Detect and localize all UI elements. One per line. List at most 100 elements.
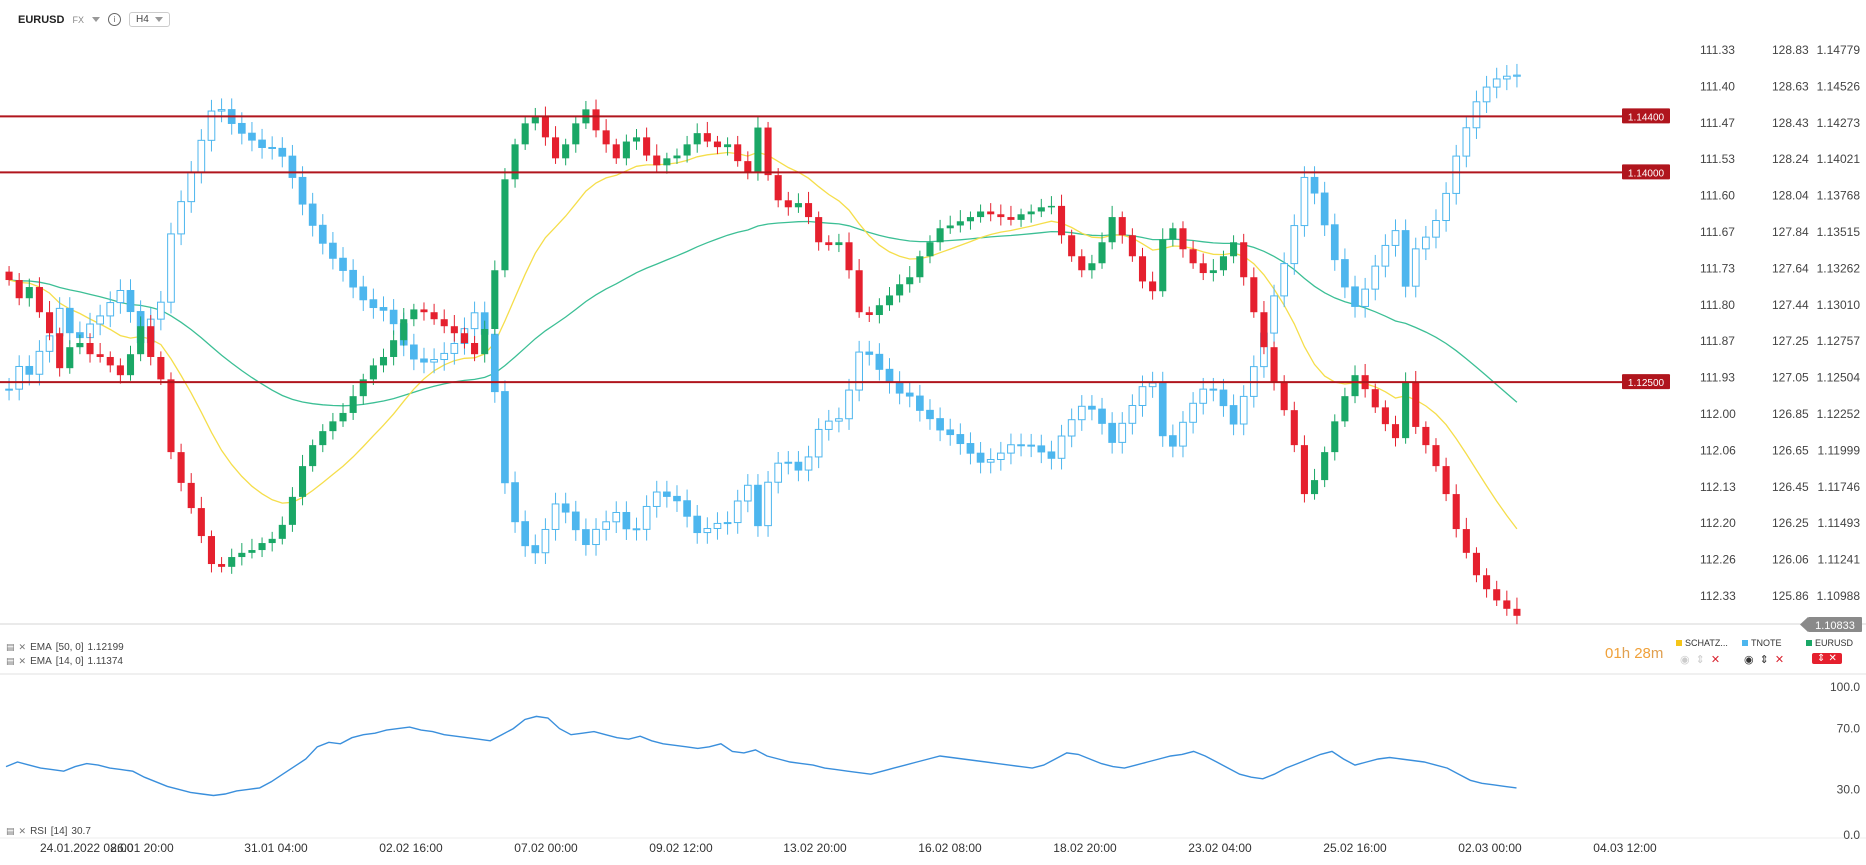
compare-tnote[interactable]: TNOTE: [1742, 638, 1782, 648]
tnote-bar: [936, 418, 944, 431]
candle-body: [977, 211, 985, 218]
candle-body: [1381, 407, 1389, 425]
tnote-bar: [237, 122, 246, 134]
close-icon[interactable]: ✕: [18, 826, 27, 837]
candle-body: [228, 557, 236, 567]
candle-body: [1402, 382, 1410, 439]
candle-body: [804, 203, 813, 218]
reorder-icon[interactable]: ⇕ ✕: [1812, 653, 1842, 664]
candle-body: [622, 141, 630, 159]
candle-body: [1068, 235, 1076, 257]
candle-body: [420, 309, 428, 313]
settings-icon[interactable]: ▤: [6, 826, 15, 837]
candle-body: [45, 312, 54, 334]
candle-body: [1027, 211, 1035, 215]
candle-body: [501, 179, 509, 271]
tnote-bar: [632, 528, 641, 531]
candle-body: [1189, 249, 1197, 264]
tnote-bar: [652, 491, 661, 507]
horizontal-levels: 1.14400 1.14000 1.12500: [0, 108, 1670, 390]
compare-eurusd[interactable]: EURUSD: [1806, 638, 1853, 648]
chevron-down-icon[interactable]: [91, 17, 100, 22]
tnote-bar: [946, 429, 955, 436]
tnote-bar: [1442, 192, 1450, 222]
close-icon[interactable]: ✕: [1710, 653, 1721, 666]
schatz-tick: 111.73: [1700, 261, 1735, 275]
reorder-icon[interactable]: ⇕: [1695, 653, 1705, 666]
rsi-tick: 70.0: [1837, 722, 1861, 736]
candle-body: [430, 312, 438, 320]
ema14-legend[interactable]: ▤ ✕ EMA [14, 0] 1.11374: [6, 656, 123, 667]
rsi-panel: 100.0 70.0 30.0 0.0: [5, 680, 1861, 842]
eye-icon[interactable]: ◉: [1744, 653, 1754, 666]
candle-body: [997, 214, 1005, 218]
tnote-bar: [35, 350, 44, 375]
tnote-bar: [379, 307, 388, 311]
candle-body: [359, 379, 367, 397]
countdown-hours: 01: [1605, 645, 1622, 662]
level-label-bg: [1622, 108, 1670, 124]
tnote-bar: [622, 511, 631, 530]
candle-body: [632, 137, 641, 142]
tnote-bar: [1502, 75, 1511, 80]
tnote-tick: 125.86: [1772, 589, 1809, 603]
eurusd-color-swatch: [1806, 640, 1812, 646]
candle-body: [1351, 375, 1359, 397]
candle-body: [268, 538, 276, 544]
ema50-legend[interactable]: ▤ ✕ EMA [50, 0] 1.12199: [6, 642, 124, 653]
tnote-bar: [389, 309, 398, 325]
tnote-tick: 128.24: [1772, 152, 1809, 166]
candle-body: [167, 379, 175, 453]
candle-body: [825, 242, 833, 246]
tnote-bar: [1280, 263, 1289, 297]
level-label: 1.14000: [1628, 168, 1665, 179]
time-tick: 23.02 04:00: [1188, 841, 1252, 855]
tnote-bar: [996, 452, 1005, 460]
tnote-tick: 127.44: [1772, 298, 1809, 312]
tnote-bar: [106, 302, 115, 317]
compare-schatz[interactable]: SCHATZ...: [1676, 638, 1728, 648]
candle-body: [683, 144, 691, 156]
eye-icon[interactable]: ◉: [1680, 653, 1690, 666]
eurusd-tick: 1.12252: [1817, 407, 1861, 421]
candle-body: [794, 203, 802, 208]
tnote-bar: [1077, 405, 1086, 421]
candle-body: [1250, 277, 1258, 313]
tnote-bar: [96, 315, 104, 325]
candle-body: [207, 536, 216, 565]
tnote-bar: [1209, 388, 1218, 391]
symbol-label[interactable]: EURUSD: [18, 13, 65, 26]
tnote-bar: [1310, 176, 1319, 194]
candle-body: [693, 133, 701, 145]
candle-body: [390, 340, 398, 357]
candle-body: [278, 524, 286, 539]
info-icon[interactable]: i: [107, 13, 121, 26]
settings-icon[interactable]: ▤: [6, 642, 15, 653]
close-icon[interactable]: ✕: [18, 642, 27, 653]
candle-body: [764, 127, 772, 176]
reorder-icon[interactable]: ⇕: [1759, 653, 1769, 666]
tnote-bar: [845, 389, 853, 420]
candle-body: [744, 161, 752, 173]
candle-body: [511, 144, 519, 180]
time-tick: 18.02 20:00: [1053, 841, 1117, 855]
tnote-bar: [1300, 176, 1309, 227]
tnote-bar: [207, 110, 216, 141]
timeframe-select[interactable]: H4: [128, 12, 170, 27]
ema14-params: [14, 0]: [55, 656, 84, 667]
time-tick: 13.02 20:00: [783, 841, 847, 855]
tnote-tick: 127.84: [1772, 225, 1809, 239]
close-icon[interactable]: ✕: [18, 656, 27, 667]
candle-body: [774, 175, 782, 201]
candle-body: [218, 564, 226, 567]
rsi-legend[interactable]: ▤ ✕ RSI [14] 30.7: [6, 826, 91, 837]
candle-body: [86, 342, 94, 355]
rsi-tick: 0.0: [1843, 828, 1860, 842]
close-icon[interactable]: ✕: [1774, 653, 1785, 666]
eurusd-tick: 1.12504: [1817, 371, 1861, 385]
candle-body: [76, 342, 84, 348]
candle-body: [147, 326, 155, 357]
candle-body: [1108, 217, 1116, 243]
tnote-tick: 127.05: [1772, 371, 1809, 385]
settings-icon[interactable]: ▤: [6, 656, 15, 667]
